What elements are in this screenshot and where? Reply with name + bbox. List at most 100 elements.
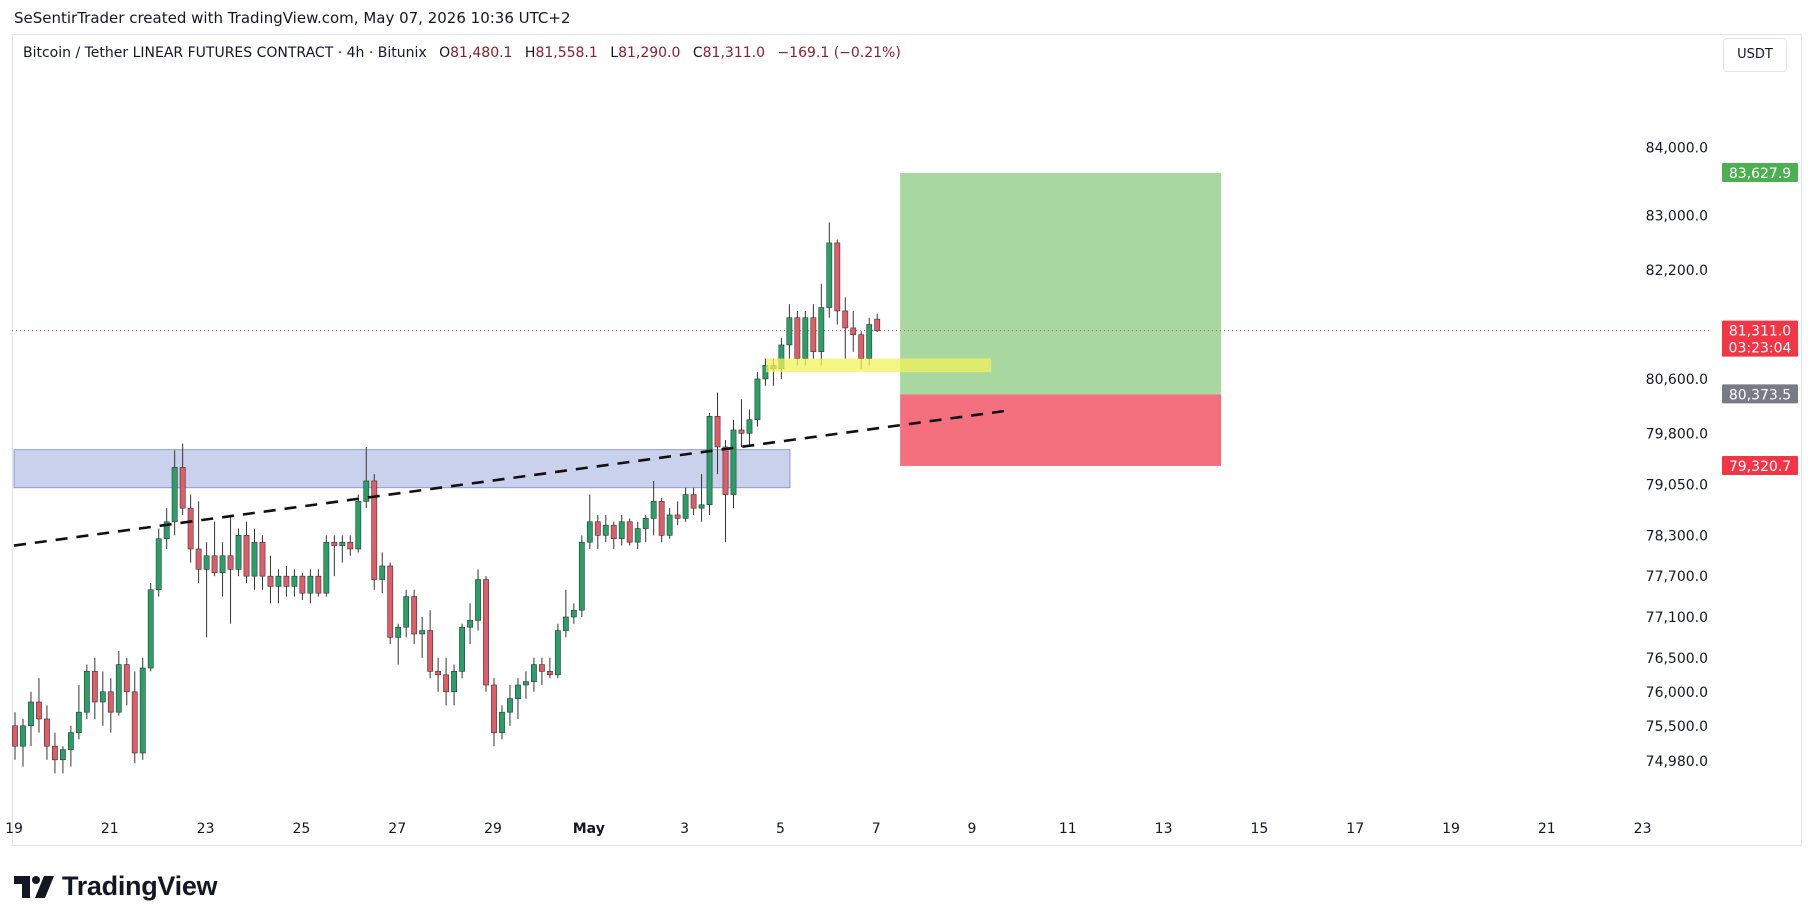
candle-up [754,378,761,421]
candle-up [307,575,314,594]
candle-down [610,524,617,540]
price-tag-label: 81,311.0 [1729,324,1791,340]
x-tick-label: 19 [1442,821,1460,837]
x-tick-label: 27 [388,821,406,837]
price-tag: 81,311.003:23:04 [1722,320,1798,357]
candle-up [698,504,705,509]
candle-down [52,745,58,761]
x-tick-label: 25 [292,821,310,837]
candle-up [554,630,561,676]
candle-down [538,664,545,672]
candle-up [467,620,473,628]
candle-down [259,541,266,577]
x-tick-label: 11 [1059,821,1077,837]
y-tick-label: 75,500.0 [1646,719,1708,735]
candle-down [91,671,98,703]
candle-up [139,667,146,754]
candle-down [722,446,729,495]
candle-up [642,518,649,529]
candle-up [826,242,833,308]
candle-down [714,416,721,448]
candle-up [99,691,106,703]
y-tick-label: 77,700.0 [1646,569,1708,585]
candle-up [67,732,74,750]
close-label: C [692,45,703,61]
price-tag-bg [1722,320,1798,357]
tradingview-logo[interactable]: TradingView [14,871,218,902]
y-tick-label: 79,050.0 [1646,477,1708,493]
candle-up [562,616,569,631]
y-tick-label: 78,300.0 [1646,528,1708,544]
candle-up [20,725,26,747]
candle-up [75,711,82,733]
symbol-title[interactable]: Bitcoin / Tether LINEAR FUTURES CONTRACT… [23,45,427,61]
price-tag: 83,627.9 [1722,163,1798,183]
x-tick-label: 5 [776,821,785,837]
candle-down [658,501,665,536]
candle-up [395,626,402,638]
candle-up [115,664,122,713]
open-label: O [439,45,451,61]
target-zone [900,173,1222,395]
price-tag: 80,373.5 [1722,384,1798,404]
candle-up [746,419,753,434]
x-tick-label: 17 [1346,821,1364,837]
candle-down [347,541,354,550]
candle-down [315,575,322,594]
candle-up [706,416,713,506]
candle-up [666,514,673,536]
candle-down [12,725,18,747]
candle-up [163,521,170,540]
y-tick-label: 76,500.0 [1646,651,1708,667]
candle-down [267,575,274,587]
y-tick-label: 82,200.0 [1646,263,1708,279]
y-tick-label: 84,000.0 [1646,141,1708,157]
x-tick-label: 9 [968,821,977,837]
candle-up [419,630,426,635]
price-tag-label: 80,373.5 [1729,387,1791,403]
low-label: L [610,45,619,61]
candle-down [243,535,250,577]
candle-up [291,575,298,587]
price-tag: 79,320.7 [1722,455,1798,475]
candle-down [131,691,138,754]
price-tag-label: 83,627.9 [1729,166,1791,182]
candle-down [179,467,186,509]
x-tick-label: 21 [101,821,119,837]
candle-up [251,541,258,577]
candle-down [858,334,865,359]
candle-up [786,317,793,346]
candle-down [123,664,130,693]
candle-down [195,548,202,570]
candle-down [283,575,290,587]
candle-up [507,698,513,713]
candle-up [363,480,370,502]
price-tag-bg [1722,455,1798,475]
countdown-label: 03:23:04 [1729,341,1792,357]
currency-button[interactable]: USDT [1723,38,1787,72]
candle-down [690,494,697,509]
x-tick-label: 13 [1155,821,1173,837]
chart-frame [12,34,1802,846]
candle-up [59,749,66,761]
candle-down [546,671,553,676]
x-tick-label: 7 [872,821,881,837]
tradingview-logo-icon [14,875,54,898]
x-tick-label: 23 [1634,821,1652,837]
x-tick-label: 29 [484,821,502,837]
y-tick-label: 79,800.0 [1646,426,1708,442]
candle-up [499,711,505,733]
candle-down [435,671,442,676]
candle-up [235,535,242,570]
x-tick-label: May [573,821,605,837]
close-value: 81,311.0 [702,45,765,61]
candle-up [802,317,809,359]
x-tick-label: 15 [1250,821,1268,837]
candle-down [794,317,801,359]
high-label: H [524,45,536,61]
entry-highlight [766,358,992,373]
candle-up [323,541,330,594]
candle-down [299,575,306,594]
tradingview-logo-text: TradingView [62,871,218,901]
